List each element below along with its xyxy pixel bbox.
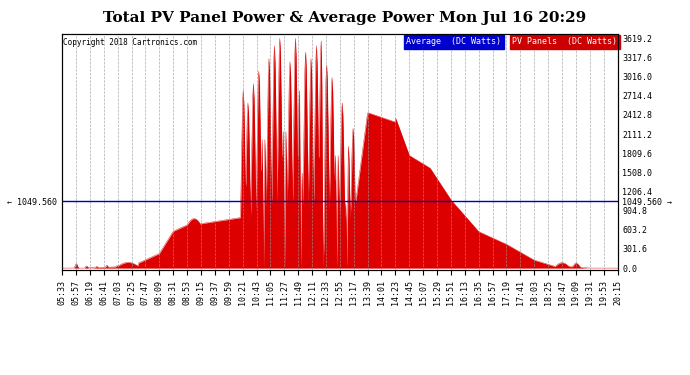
Text: Copyright 2018 Cartronics.com: Copyright 2018 Cartronics.com — [63, 39, 197, 48]
Text: Total PV Panel Power & Average Power Mon Jul 16 20:29: Total PV Panel Power & Average Power Mon… — [104, 11, 586, 25]
Text: PV Panels  (DC Watts): PV Panels (DC Watts) — [512, 37, 617, 46]
Text: Average  (DC Watts): Average (DC Watts) — [406, 37, 502, 46]
